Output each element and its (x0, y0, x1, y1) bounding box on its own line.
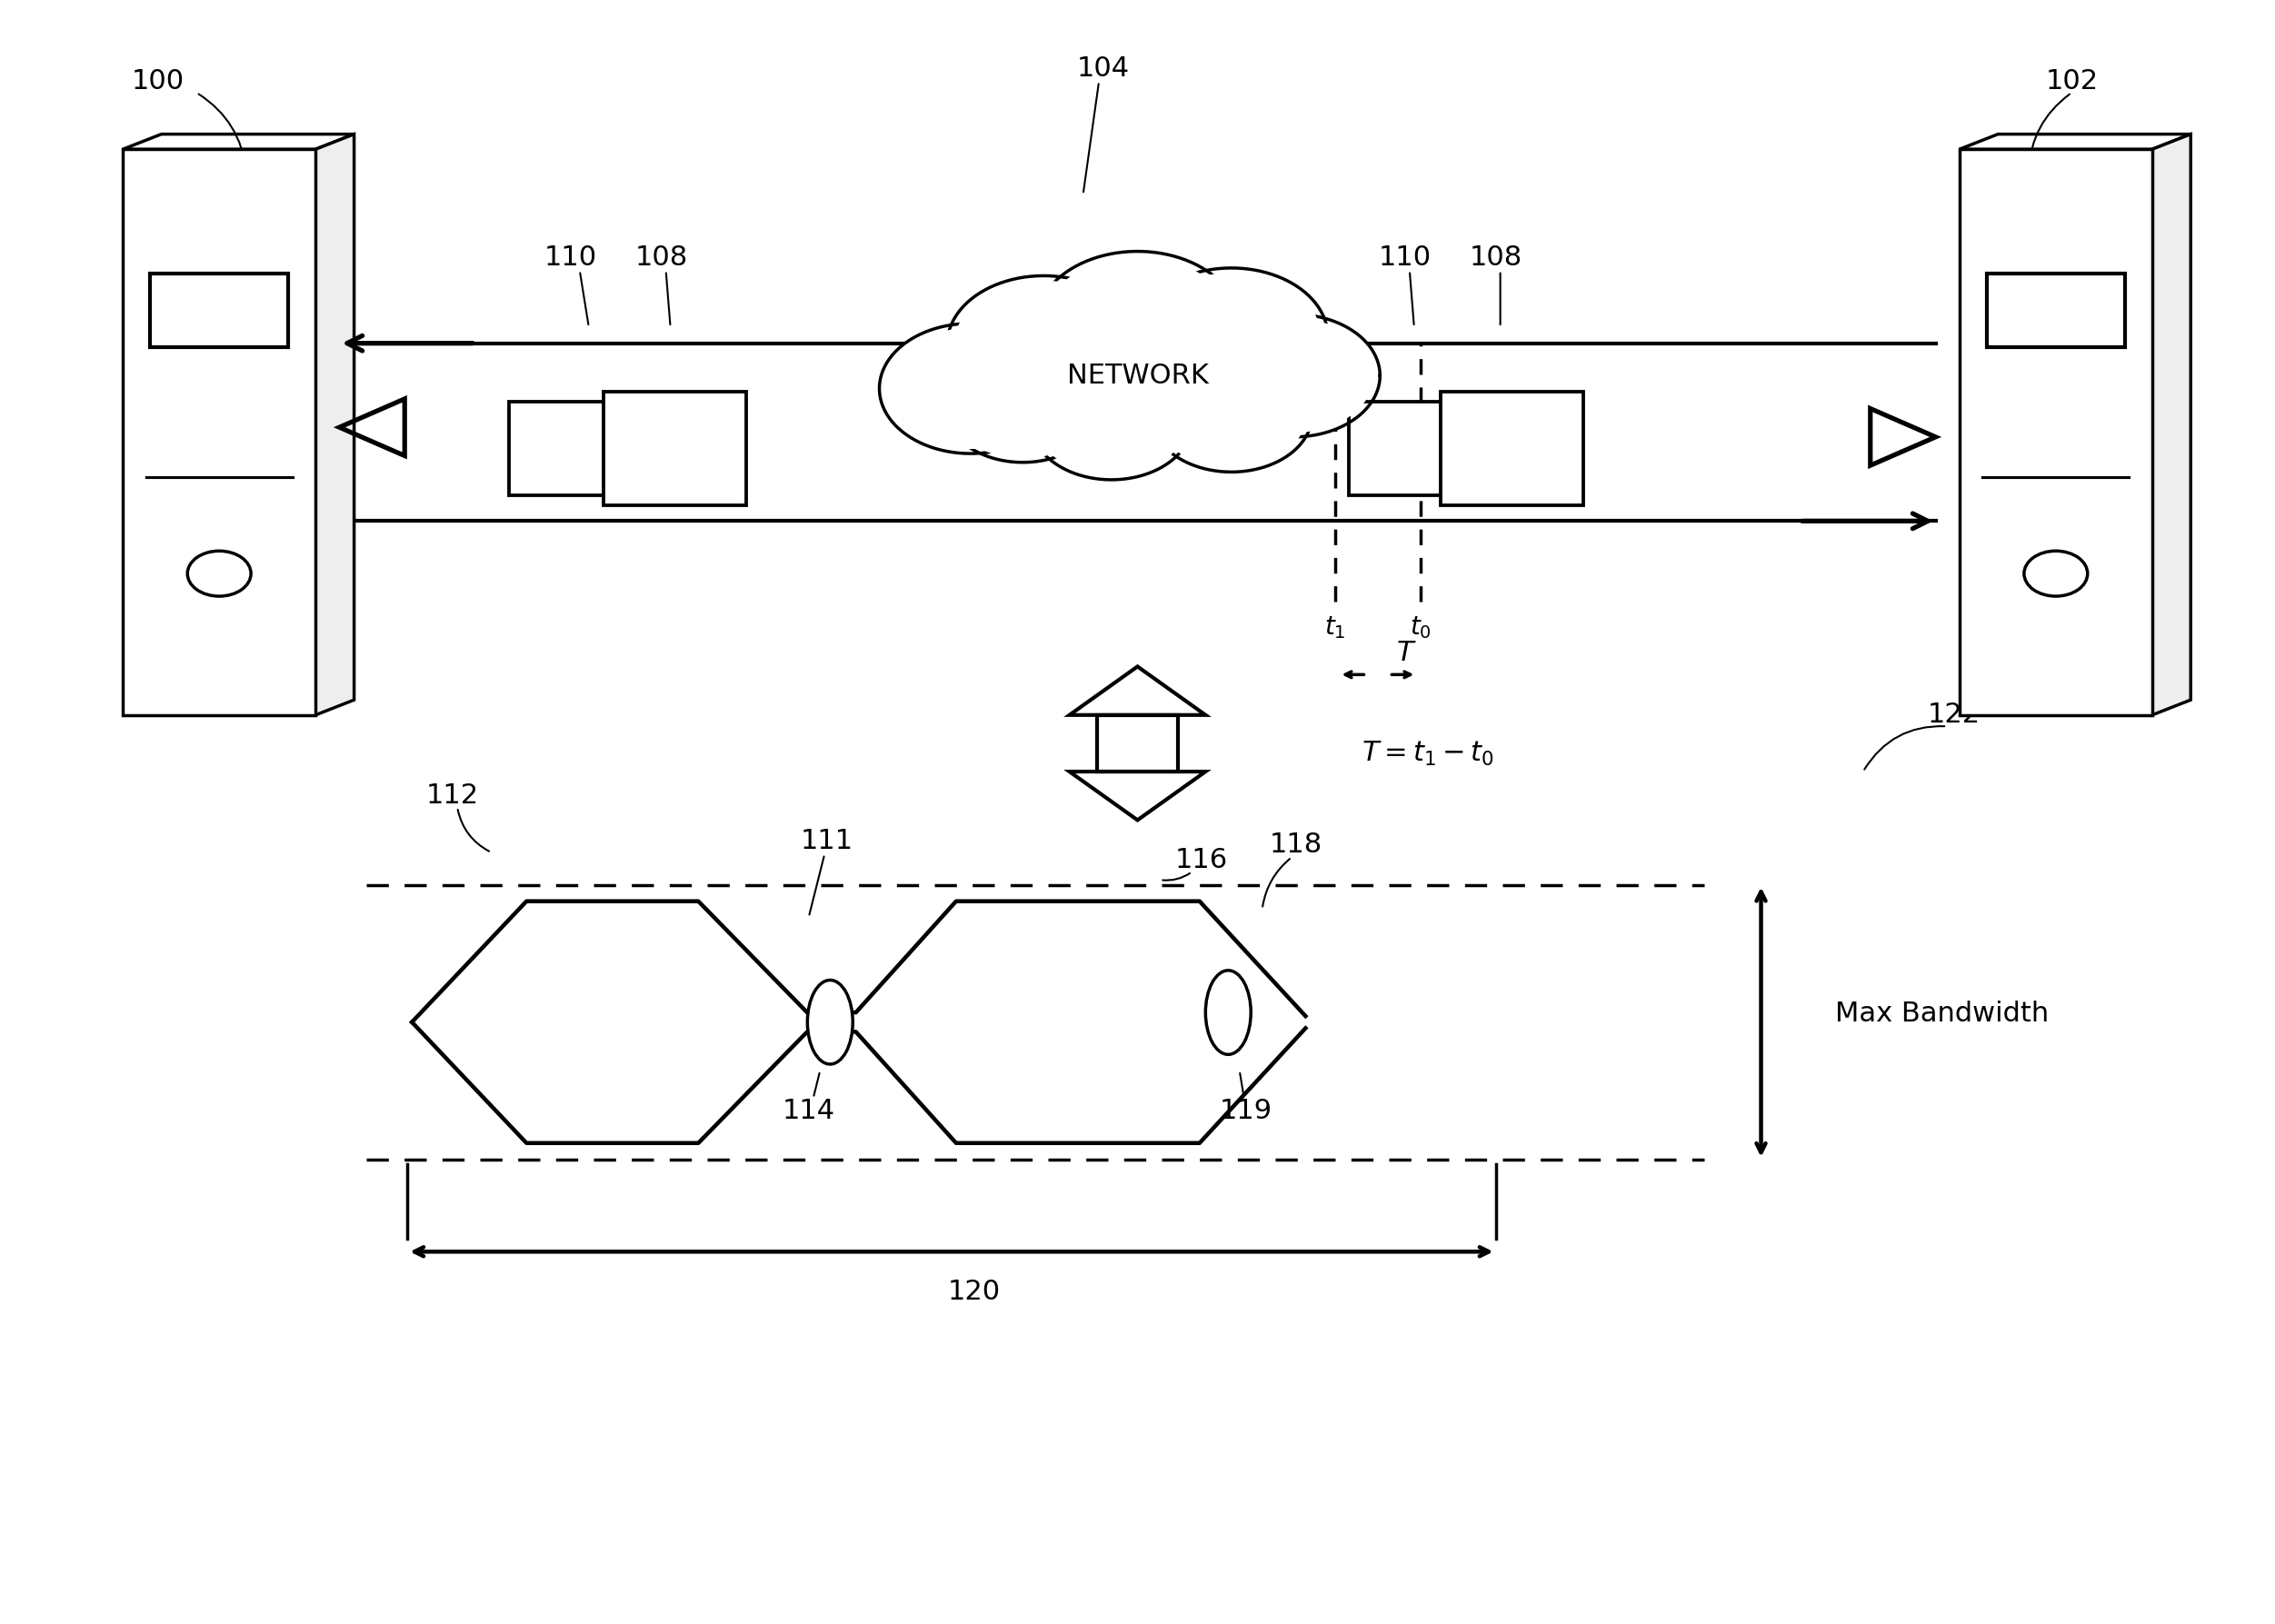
Text: 108: 108 (1470, 244, 1522, 271)
Text: $t_0$: $t_0$ (1410, 615, 1431, 641)
Circle shape (187, 551, 250, 596)
Circle shape (880, 323, 1062, 453)
Polygon shape (123, 135, 355, 149)
Text: 116: 116 (1174, 848, 1228, 874)
Circle shape (1151, 357, 1313, 473)
Bar (1349, 401, 1463, 495)
Text: 108: 108 (635, 244, 687, 271)
Text: 111: 111 (801, 828, 853, 854)
Text: T: T (1397, 640, 1413, 666)
Circle shape (1037, 369, 1185, 476)
Text: $t_1$: $t_1$ (1324, 615, 1345, 641)
Ellipse shape (1206, 971, 1251, 1054)
Text: 104: 104 (1076, 55, 1131, 81)
Text: Max Bandwidth: Max Bandwidth (1836, 1000, 2050, 1028)
Circle shape (946, 276, 1140, 414)
Circle shape (1035, 252, 1240, 396)
Bar (1986, 274, 2125, 348)
Polygon shape (1959, 135, 2191, 149)
Circle shape (1215, 320, 1374, 432)
Circle shape (887, 328, 1056, 448)
Circle shape (1031, 364, 1192, 479)
Text: 118: 118 (1269, 831, 1322, 857)
Bar (603, 391, 746, 505)
Text: 100: 100 (132, 68, 184, 94)
Text: 119: 119 (1219, 1098, 1272, 1124)
Ellipse shape (808, 981, 853, 1064)
Circle shape (1142, 273, 1320, 400)
Text: 110: 110 (544, 244, 596, 271)
Text: 122: 122 (1927, 702, 1979, 728)
Polygon shape (316, 135, 355, 715)
Text: 112: 112 (425, 783, 480, 809)
Circle shape (2025, 551, 2088, 596)
Bar (123, 149, 316, 715)
Text: 114: 114 (783, 1098, 835, 1124)
Circle shape (1158, 362, 1306, 468)
Polygon shape (2152, 135, 2191, 715)
Circle shape (944, 351, 1101, 463)
Text: NETWORK: NETWORK (1067, 362, 1208, 388)
Circle shape (1208, 313, 1381, 437)
Bar (1440, 391, 1583, 505)
Circle shape (951, 356, 1094, 458)
Text: $T= t_1 - t_0$: $T= t_1 - t_0$ (1360, 739, 1495, 768)
Circle shape (1135, 268, 1329, 406)
Text: 102: 102 (2045, 68, 2098, 94)
Text: 120: 120 (949, 1280, 1001, 1306)
Bar (150, 274, 289, 348)
Text: 110: 110 (1379, 244, 1431, 271)
Bar (1959, 149, 2152, 715)
Circle shape (956, 281, 1133, 408)
Circle shape (1044, 257, 1231, 390)
Bar (510, 401, 623, 495)
